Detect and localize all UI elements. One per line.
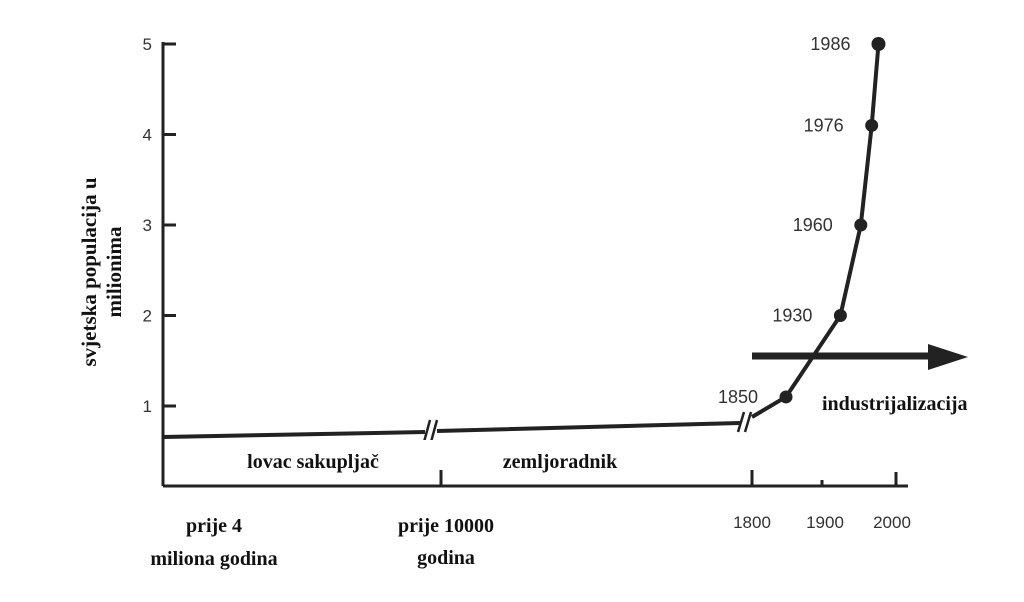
- y-tick-label: 2: [143, 307, 152, 326]
- y-tick-label: 3: [143, 216, 152, 235]
- data-label-1986: 1986: [810, 34, 850, 54]
- axis-break-2: [736, 411, 753, 433]
- industrialization-arrowhead: [928, 344, 968, 370]
- data-label-1960: 1960: [793, 215, 833, 235]
- x-label-1800: 1800: [733, 513, 771, 532]
- growth-points: 1850 1930 1960 1976 1986: [718, 34, 886, 407]
- era-label-farmer: zemljoradnik: [503, 451, 618, 473]
- data-point-1976: [865, 118, 879, 132]
- data-label-1930: 1930: [772, 306, 812, 326]
- industrialization-label: industrijalizacija: [822, 393, 968, 415]
- data-point-1960: [854, 218, 868, 232]
- x-label-4m-line1: prije 4: [186, 515, 242, 537]
- era-backdrop: [215, 440, 655, 470]
- y-axis-label-line2: milionima: [102, 226, 126, 318]
- axis-break-1: [422, 419, 439, 443]
- data-label-1976: 1976: [804, 115, 844, 135]
- data-point-1986: [871, 37, 886, 51]
- x-label-2000: 2000: [873, 513, 911, 532]
- y-tick-label: 5: [143, 35, 152, 54]
- population-growth-curve: [750, 43, 881, 419]
- era-label-hunter: lovac sakupljač: [247, 451, 379, 473]
- y-ticks: 1 2 3 4 5: [143, 35, 176, 416]
- x-label-10000-line2: godina: [417, 547, 475, 569]
- y-tick-label: 1: [143, 397, 152, 416]
- data-point-1930: [833, 309, 847, 322]
- y-tick-label: 4: [143, 126, 152, 145]
- x-label-1900: 1900: [806, 513, 844, 532]
- x-label-10000-line1: prije 10000: [398, 515, 494, 537]
- data-point-1850: [779, 390, 793, 404]
- x-label-4m-line2: miliona godina: [150, 548, 277, 570]
- data-label-1850: 1850: [718, 387, 758, 407]
- y-axis-label-line1: svjetska populacija u: [77, 177, 101, 366]
- population-line-flat: [162, 421, 741, 439]
